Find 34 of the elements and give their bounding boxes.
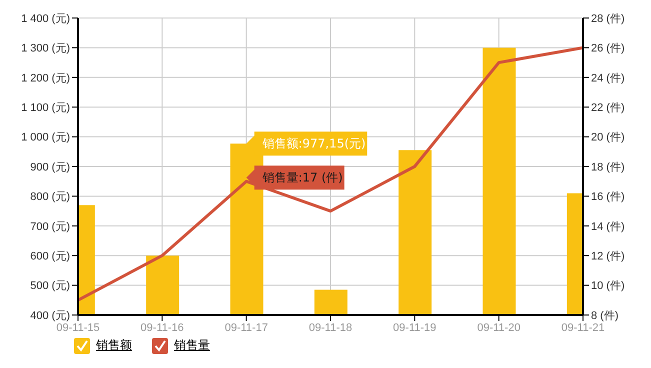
y2-tick-label: 16 (件) (591, 191, 625, 204)
y2-tick-label: 22 (件) (591, 102, 625, 114)
annotation: 销售额:977,15(元) (261, 136, 366, 151)
y-tick-label: 700 (元) (30, 220, 70, 233)
x-tick-label: 09-11-20 (477, 322, 520, 334)
y2-tick-label: 8 (件) (591, 310, 618, 322)
y-tick-label: 900 (元) (30, 161, 70, 174)
legend-label: 销售额 (96, 337, 132, 354)
y-tick-label: 1 400 (元) (21, 12, 70, 25)
y2-tick-label: 24 (件) (591, 72, 625, 84)
x-tick-label: 09-11-18 (308, 322, 352, 334)
y-tick-label: 1 000 (元) (21, 132, 70, 144)
line-series (78, 46, 583, 302)
x-tick-label: 09-11-16 (140, 322, 184, 334)
legend-label: 销售量 (174, 337, 210, 354)
y2-tick-label: 26 (件) (591, 42, 625, 55)
y2-tick-label: 10 (件) (591, 280, 625, 292)
x-tick-label: 09-11-21 (561, 322, 605, 334)
y2-tick-label: 14 (件) (591, 220, 625, 233)
y2-tick-label: 18 (件) (591, 161, 625, 174)
y-tick-label: 1 100 (元) (21, 102, 70, 114)
y2-tick-label: 20 (件) (591, 132, 625, 144)
x-tick-label: 09-11-19 (393, 322, 436, 334)
y-tick-label: 600 (元) (30, 250, 70, 263)
x-tick-label: 09-11-17 (224, 322, 268, 334)
y-tick-label: 500 (元) (30, 280, 70, 292)
annotation: 销售量:17 (件) (261, 170, 343, 185)
y2-tick-label: 12 (件) (591, 250, 625, 263)
y-tick-label: 1 300 (元) (21, 42, 70, 55)
x-tick-label: 09-11-15 (56, 322, 100, 334)
y-tick-label: 800 (元) (30, 191, 70, 204)
y-tick-label: 400 (元) (30, 310, 70, 322)
y2-tick-label: 28 (件) (591, 12, 625, 25)
y-tick-label: 1 200 (元) (21, 72, 70, 84)
